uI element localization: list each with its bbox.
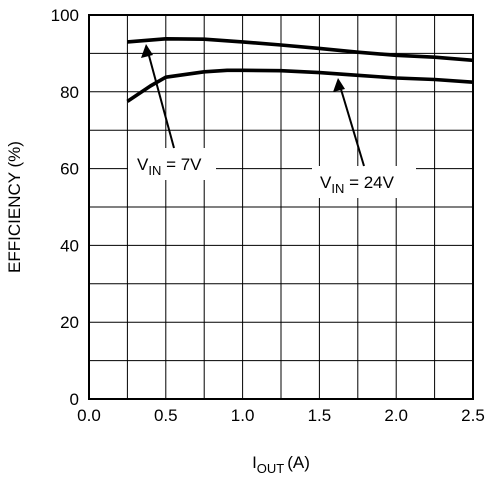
- y-tick-label: 0: [70, 390, 79, 409]
- annotation-7v-bg: [128, 148, 216, 180]
- x-tick-label: 2.0: [384, 406, 408, 425]
- x-tick-label: 0.5: [154, 406, 178, 425]
- annotation-24v: VIN = 24V: [320, 173, 395, 196]
- annotation-7v-arrow: [147, 51, 175, 149]
- annotation-7v: VIN = 7V: [137, 155, 202, 178]
- series-line-vin-7v: [127, 36, 474, 63]
- x-tick-label: 2.5: [461, 406, 485, 425]
- x-axis-label: IOUT (A): [252, 453, 310, 476]
- y-tick-label: 40: [60, 236, 79, 255]
- tick-labels: 0.0 0.5 1.0 1.5 2.0 2.5 0 20 40 60 80 100: [51, 6, 485, 425]
- y-tick-label: 60: [60, 160, 79, 179]
- annotation-7v-arrowhead: [141, 44, 153, 58]
- series-line-vin-24v: [126, 68, 474, 103]
- x-tick-label: 1.5: [308, 406, 332, 425]
- grid: [89, 15, 473, 399]
- y-tick-label: 20: [60, 313, 79, 332]
- series-lines: [126, 36, 474, 103]
- x-tick-label: 1.0: [231, 406, 255, 425]
- y-tick-label: 80: [60, 83, 79, 102]
- y-axis-label: EFFICIENCY (%): [5, 141, 24, 273]
- x-tick-label: 0.0: [77, 406, 101, 425]
- annotation-24v-bg: [312, 166, 416, 198]
- annotation-24v-arrow: [339, 85, 365, 167]
- y-tick-label: 100: [51, 6, 79, 25]
- annotation-24v-arrowhead: [333, 78, 345, 92]
- plot-frame: [88, 14, 474, 400]
